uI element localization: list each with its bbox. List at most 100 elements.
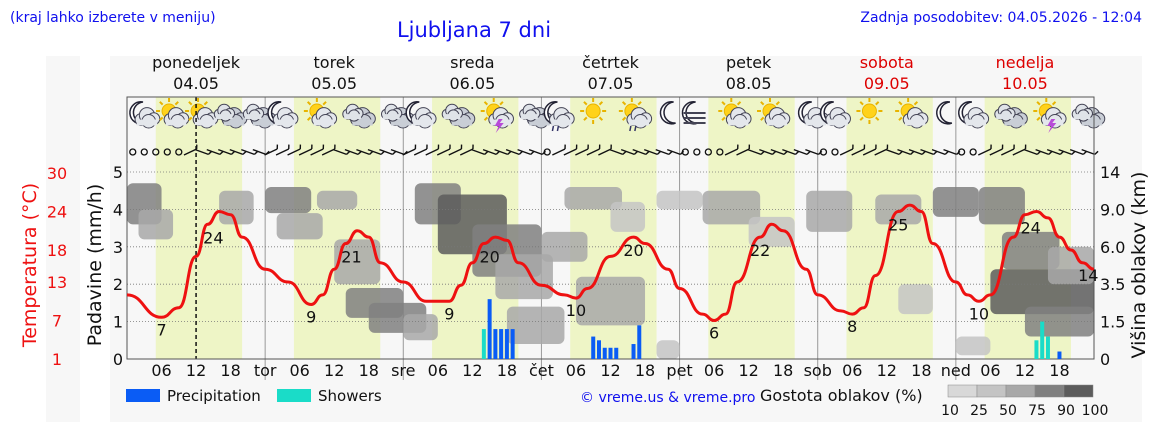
- cloud-shape: [410, 107, 437, 129]
- wind-barb: [563, 144, 578, 156]
- day-name: nedelja: [996, 53, 1055, 72]
- sun-ray: [583, 101, 588, 106]
- wind-calm-marker: [704, 148, 713, 156]
- hour-tick: 12: [600, 361, 620, 380]
- wind-shaft: [275, 148, 290, 156]
- wind-feather: [426, 144, 428, 150]
- moon-cloud-drizzle-icon: [543, 101, 575, 132]
- cloud-base: [165, 119, 187, 126]
- cloud-shape: [213, 103, 236, 122]
- wind-shaft: [931, 148, 946, 156]
- cloud-shape: [902, 107, 929, 129]
- showers-bar: [1040, 321, 1045, 359]
- sun-disc: [861, 103, 877, 119]
- wind-shaft: [1035, 148, 1050, 156]
- sun-disc: [585, 103, 601, 119]
- wind-shaft: [1046, 148, 1061, 156]
- wind-shaft: [552, 148, 566, 156]
- cloud-base: [1043, 119, 1064, 126]
- wind-shaft: [655, 148, 670, 156]
- temperature-value-label: 6: [709, 324, 719, 343]
- cloud-base: [529, 119, 550, 126]
- wind-barb: [413, 144, 428, 156]
- showers-bar: [1034, 340, 1039, 359]
- cloud-base: [413, 119, 434, 126]
- sun-ray: [483, 101, 489, 106]
- wind-shaft: [770, 148, 785, 156]
- sun-cloud-icon: [156, 98, 190, 129]
- cloud-height-tick: 3.5: [1100, 275, 1125, 294]
- hour-tick: 06: [566, 361, 586, 380]
- wind-feather: [334, 144, 336, 150]
- wind-barb: [839, 144, 854, 156]
- cloud-shape: [764, 107, 791, 129]
- cloud-density-level: 25: [970, 403, 988, 419]
- precipitation-bar: [596, 340, 601, 359]
- cloud-shape: [549, 107, 575, 129]
- moon-crescent: [936, 101, 953, 125]
- moon-cloud-icon: [819, 101, 851, 129]
- wind-shaft: [356, 148, 370, 156]
- sun-ray: [875, 101, 880, 106]
- hour-tick: 12: [1015, 361, 1035, 380]
- sun-cloud-drizzle-icon: [618, 98, 653, 132]
- wind-feather: [299, 144, 302, 150]
- wind-shaft: [310, 148, 324, 156]
- drizzle-drops: [551, 125, 560, 132]
- wind-feather: [311, 144, 313, 150]
- hour-tick: 06: [428, 361, 448, 380]
- sun-ray: [159, 116, 164, 121]
- temperature-tick: 1: [52, 350, 62, 369]
- cloud-height-tick: 14: [1100, 163, 1120, 182]
- cloud-base: [274, 119, 296, 126]
- cloud-shape: [163, 107, 190, 129]
- cloud-height-tick: 1.5: [1100, 313, 1125, 332]
- cloud-cell: [495, 254, 553, 300]
- credit-link[interactable]: © vreme.us & vreme.pro: [580, 390, 755, 406]
- wind-shaft: [851, 148, 865, 156]
- wind-shaft: [367, 148, 382, 156]
- precipitation-legend-label: Precipitation: [167, 387, 261, 405]
- sun-ray: [203, 101, 208, 106]
- wind-barb: [977, 144, 992, 156]
- precipitation-bar: [591, 336, 596, 359]
- wind-barb: [586, 144, 601, 156]
- wind-shaft: [436, 148, 451, 156]
- wind-shaft: [839, 148, 854, 156]
- cloud-cell: [1024, 306, 1094, 337]
- day-short-label: sob: [804, 361, 832, 380]
- sun-ray: [499, 101, 504, 106]
- cloud-icon: [242, 103, 277, 129]
- day-date: 06.05: [449, 74, 495, 93]
- cloud-height-axis-label: Višina oblakov (km): [1128, 172, 1150, 359]
- day-date: 09.05: [864, 74, 910, 93]
- drizzle-drops: [629, 125, 637, 132]
- cloud-base: [352, 119, 373, 126]
- sun-ray: [598, 116, 604, 121]
- wind-shaft: [494, 148, 508, 156]
- day-date: 04.05: [173, 74, 219, 93]
- temperature-value-label: 24: [1021, 219, 1041, 238]
- cloud-icon: [519, 103, 553, 129]
- wind-feather: [414, 144, 417, 150]
- wind-shaft: [805, 148, 819, 156]
- wind-barb: [1012, 144, 1027, 156]
- wind-feather: [852, 144, 854, 150]
- showers-bar: [481, 329, 486, 359]
- moon-cloud-icon: [129, 101, 161, 129]
- cloud-base: [382, 114, 400, 119]
- cloud-base: [904, 119, 926, 126]
- wind-shaft: [448, 148, 462, 156]
- wind-barb: [989, 144, 1004, 156]
- cloud-cell: [1047, 246, 1094, 285]
- wind-shaft: [620, 148, 635, 156]
- location-hint: (kraj lahko izberete v meniju): [10, 10, 216, 26]
- hour-tick: 06: [704, 361, 724, 380]
- wind-calm-marker: [152, 148, 160, 156]
- wind-shaft: [908, 148, 923, 156]
- precipitation-axis-label: Padavine (mm/h): [84, 184, 106, 347]
- wind-calm-marker: [957, 148, 966, 156]
- temperature-value-label: 9: [306, 307, 316, 326]
- wind-feather: [1094, 150, 1099, 155]
- temperature-tick: 13: [47, 273, 67, 292]
